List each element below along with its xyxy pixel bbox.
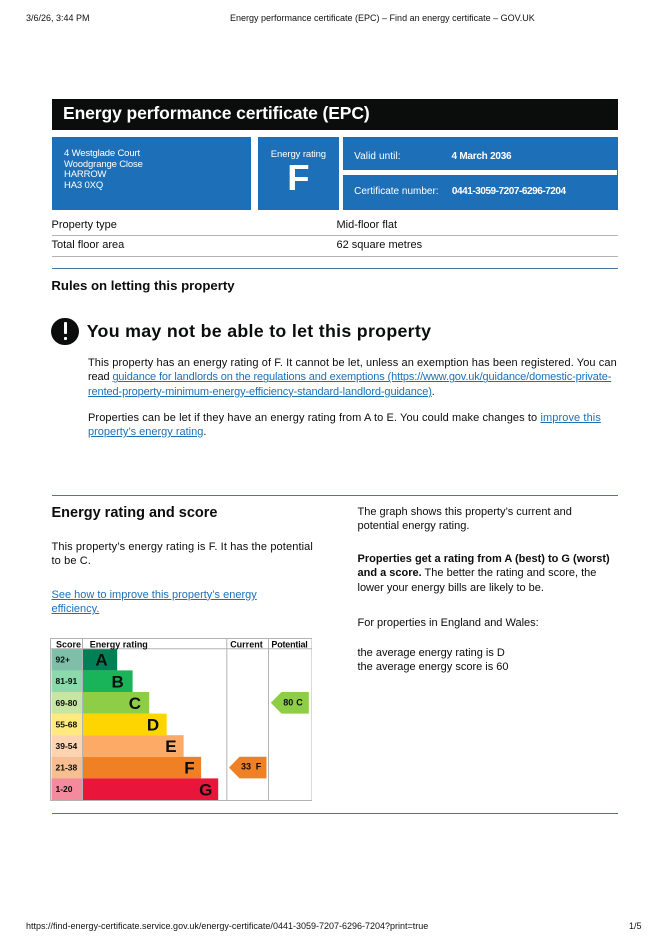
svg-text:81-91: 81-91 — [55, 676, 77, 686]
svg-text:D: D — [146, 715, 158, 734]
svg-text:92+: 92+ — [55, 654, 69, 664]
svg-text:33: 33 — [241, 761, 251, 771]
svg-text:F: F — [184, 758, 194, 777]
svg-text:55-68: 55-68 — [55, 719, 77, 729]
svg-text:G: G — [199, 780, 212, 799]
svg-text:1-20: 1-20 — [55, 784, 72, 794]
svg-text:F: F — [255, 761, 261, 771]
svg-text:C: C — [128, 693, 140, 712]
svg-text:B: B — [111, 672, 123, 691]
svg-text:C: C — [296, 697, 303, 707]
svg-text:Potential: Potential — [271, 639, 307, 649]
svg-text:Energy rating: Energy rating — [89, 639, 147, 649]
svg-text:Score: Score — [56, 639, 81, 649]
svg-text:Current: Current — [230, 639, 263, 649]
svg-text:39-54: 39-54 — [55, 741, 77, 751]
svg-text:69-80: 69-80 — [55, 697, 77, 707]
svg-text:A: A — [95, 650, 107, 669]
svg-text:E: E — [165, 737, 176, 756]
svg-text:21-38: 21-38 — [55, 762, 77, 772]
svg-text:80: 80 — [283, 697, 293, 707]
